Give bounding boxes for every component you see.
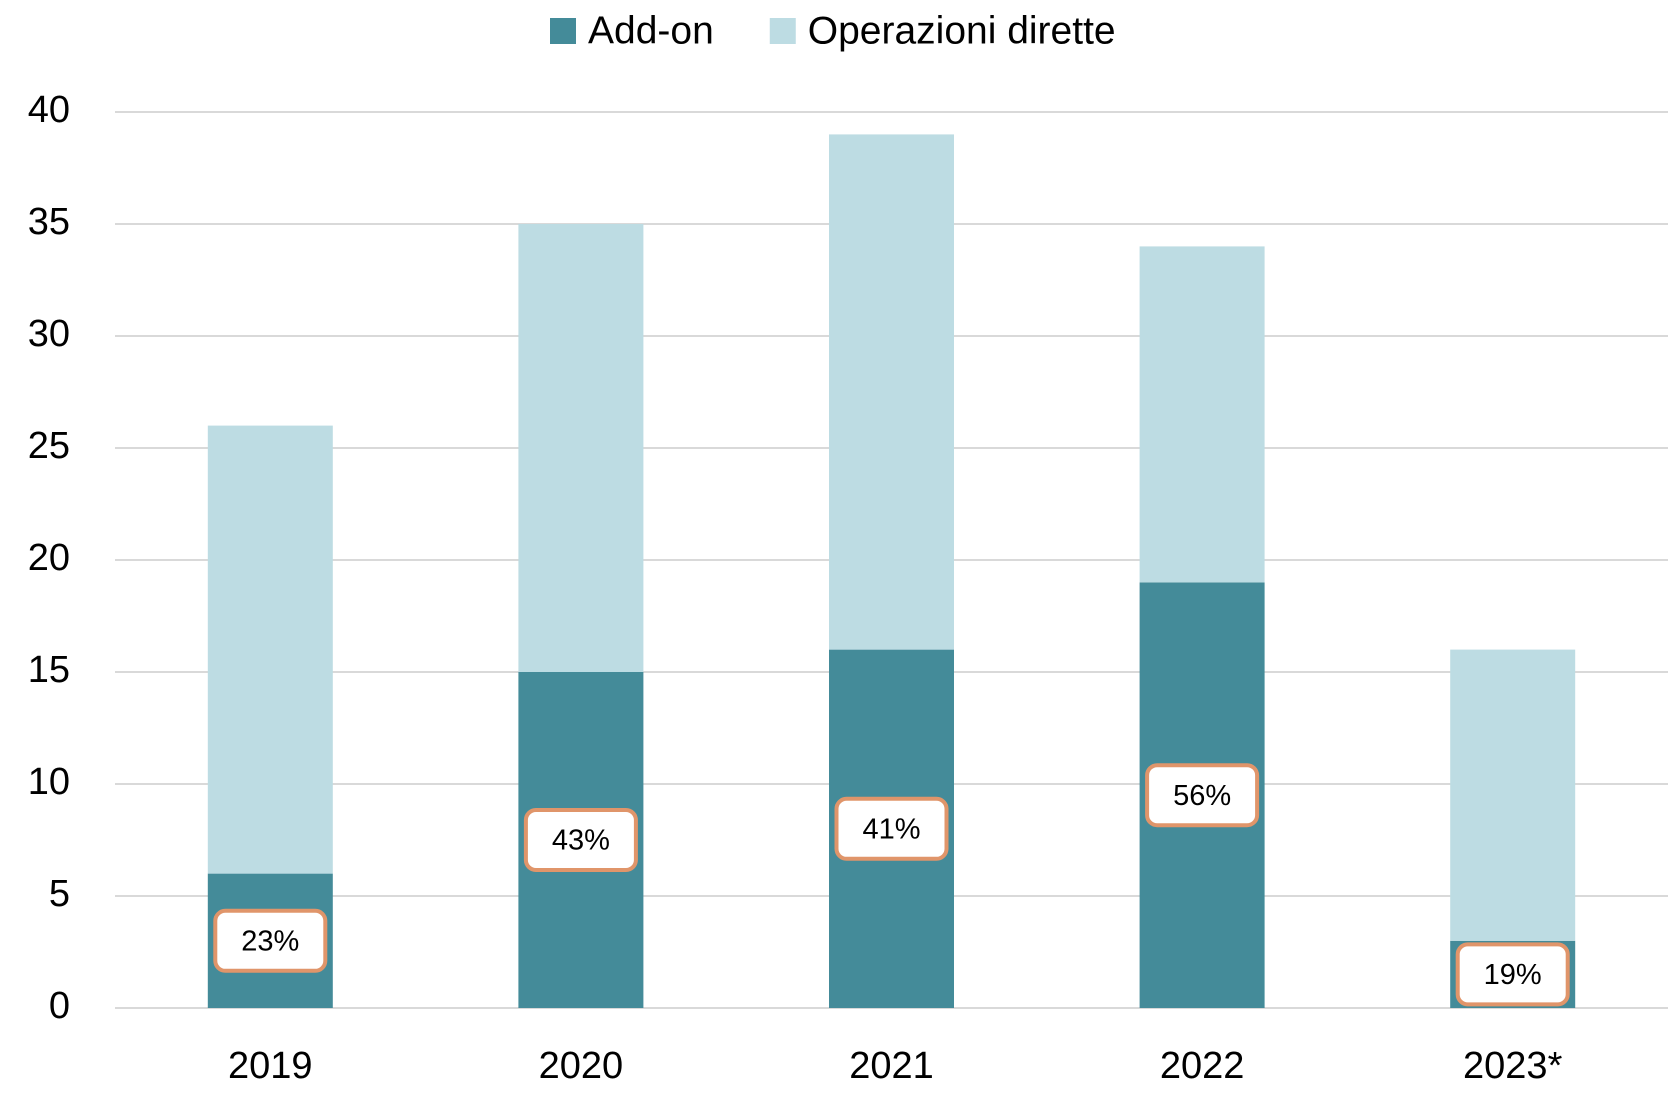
annotation: 41%	[862, 813, 920, 845]
x-tick-label: 2020	[539, 1045, 624, 1087]
x-tick-label: 2023*	[1463, 1045, 1563, 1087]
x-tick-label: 2021	[849, 1045, 934, 1087]
y-tick-label: 15	[28, 649, 70, 691]
y-tick-label: 20	[28, 537, 70, 579]
y-tick-label: 35	[28, 201, 70, 243]
y-tick-label: 0	[49, 985, 70, 1027]
bar-segment	[518, 224, 644, 672]
y-tick-label: 5	[49, 873, 70, 915]
annotation-box	[1145, 763, 1260, 828]
bar-segment	[1450, 649, 1576, 941]
bar-segment	[829, 134, 954, 650]
bar-segment	[1139, 246, 1265, 583]
annotation: 19%	[1484, 959, 1542, 991]
annotation-box	[1455, 942, 1570, 1007]
annotation-box	[213, 908, 328, 973]
y-tick-label: 40	[28, 89, 70, 131]
annotation: 56%	[1173, 780, 1231, 812]
legend-swatch	[550, 18, 576, 44]
y-tick-label: 25	[28, 425, 70, 467]
annotation: 23%	[241, 925, 299, 957]
legend-swatch	[769, 18, 796, 44]
x-tick-label: 2019	[228, 1045, 313, 1087]
annotation-box	[523, 808, 638, 872]
annotation-box	[834, 796, 949, 861]
legend-label: Operazioni dirette	[808, 9, 1116, 52]
y-tick-label: 30	[28, 313, 70, 355]
legend-label: Add-on	[588, 9, 714, 52]
x-tick-label: 2022	[1160, 1045, 1245, 1087]
bar-segment	[207, 425, 333, 874]
annotation: 43%	[552, 825, 610, 857]
y-tick-label: 10	[28, 761, 70, 803]
